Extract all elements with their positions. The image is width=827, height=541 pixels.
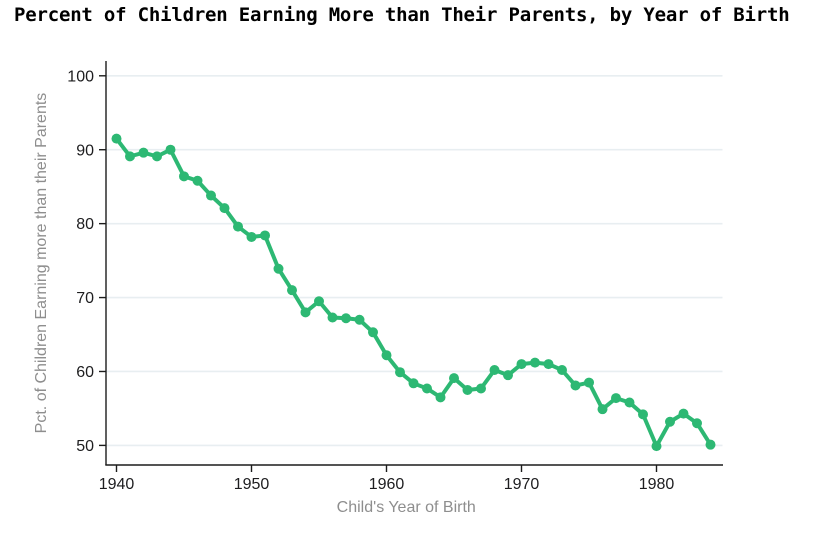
x-tick-label: 1970 [504, 476, 540, 493]
data-point [287, 285, 297, 296]
y-tick-label: 50 [76, 438, 94, 455]
data-line [114, 136, 713, 449]
y-tick-label: 80 [76, 216, 94, 233]
data-point [557, 365, 567, 376]
data-point [692, 418, 702, 429]
y-tick-label: 90 [76, 142, 94, 159]
data-point [597, 404, 608, 415]
data-point [449, 373, 459, 384]
data-point [192, 175, 203, 186]
data-point [125, 151, 135, 162]
data-point [584, 377, 594, 388]
y-tick-label: 100 [67, 68, 94, 85]
data-point [570, 380, 581, 391]
data-point [395, 367, 405, 378]
data-point [111, 133, 122, 144]
chart-title: Percent of Children Earning More than Th… [14, 4, 790, 26]
x-tick-label: 1950 [234, 476, 270, 493]
data-point [246, 231, 257, 242]
x-tick-label: 1980 [639, 476, 675, 493]
data-point [260, 230, 270, 241]
data-point [152, 151, 162, 162]
data-point [678, 408, 689, 419]
data-point [422, 383, 432, 394]
data-point [206, 190, 216, 201]
data-point [219, 203, 230, 214]
data-point [516, 359, 527, 370]
data-point [611, 393, 621, 404]
data-point [530, 357, 540, 368]
data-point [233, 221, 243, 232]
data-point [165, 144, 176, 155]
data-point [354, 314, 365, 325]
data-point [327, 312, 338, 323]
data-point [368, 327, 378, 338]
x-tick-label: 1940 [99, 476, 135, 493]
data-point [381, 350, 392, 361]
data-point [435, 392, 446, 403]
data-point [179, 171, 189, 182]
data-point [462, 384, 473, 395]
data-point [624, 397, 635, 408]
x-axis-title: Child's Year of Birth [337, 499, 476, 516]
data-point [273, 263, 284, 274]
data-point [476, 383, 486, 394]
data-point [638, 409, 648, 420]
y-tick-label: 60 [76, 364, 94, 381]
data-point [408, 378, 419, 389]
y-axis-title: Pct. of Children Earning more than their… [33, 93, 50, 434]
data-point [665, 416, 675, 427]
data-point [543, 359, 554, 370]
y-tick-label: 70 [76, 290, 94, 307]
data-point [314, 296, 324, 307]
data-point [341, 313, 351, 324]
data-point [705, 439, 716, 450]
data-point [651, 441, 662, 452]
data-point [489, 365, 500, 376]
data-point [138, 147, 149, 158]
data-point [300, 307, 311, 318]
data-point [503, 370, 513, 381]
x-tick-label: 1960 [369, 476, 405, 493]
